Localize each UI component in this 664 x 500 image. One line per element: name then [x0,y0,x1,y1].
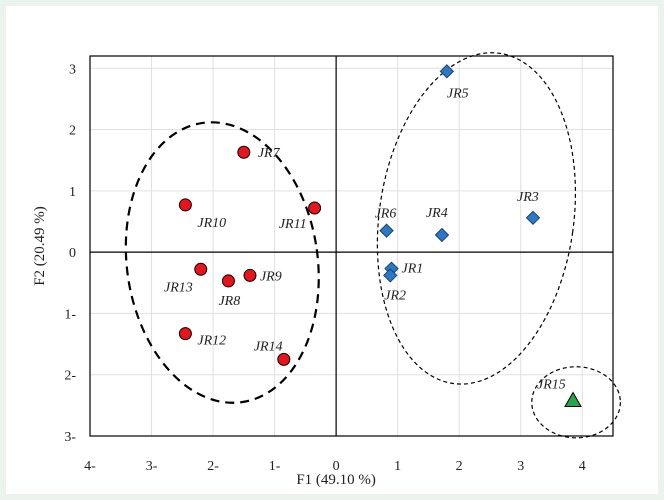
data-point-JR2 [383,268,398,283]
x-tick-label: 4- [84,459,96,474]
point-label-JR11: JR11 [279,217,307,232]
y-tick-label: 0 [69,246,76,261]
x-tick-label: 2- [207,459,219,474]
x-tick-label: 3 [517,459,524,474]
data-point-JR3 [525,210,541,226]
point-label-JR2: JR2 [384,288,406,303]
x-tick-label: 1 [394,459,401,474]
x-tick-label: 0 [333,459,340,474]
x-tick-label: 3- [146,459,158,474]
plot-frame [89,55,614,437]
point-label-JR3: JR3 [517,190,539,205]
y-tick-label: 3- [64,430,76,445]
data-point-JR12 [178,327,192,341]
data-point-JR13 [194,262,208,276]
data-point-JR5 [439,64,455,79]
cluster-ellipse-1 [124,121,320,404]
scatter-plot: 4- 3- 2- 1- 0 1 2 3 4 3 2 1 0 1- 2- 3- F1 (49.10 %) F2 (2… [32,52,621,488]
data-point-JR7 [237,145,251,159]
data-point-JR4 [434,227,450,243]
point-label-JR5: JR5 [447,86,469,101]
data-point-JR11 [308,201,322,215]
y-tick-label: 2 [69,124,76,139]
cluster-ellipse-3 [531,366,621,439]
chart-figure: 4- 3- 2- 1- 0 1 2 3 4 3 2 1 0 1- 2- 3- F1 (49.10 %) F2 (2… [6,6,658,494]
y-tick-label: 1 [69,185,76,200]
y-tick-label: 3 [69,62,76,77]
data-point-JR6 [379,223,394,238]
data-point-JR10 [178,198,192,212]
cluster-ellipse-2 [376,52,577,385]
x-axis-title: F1 (49.10 %) [296,472,376,488]
y-axis-title: F2 (20.49 %) [32,206,48,286]
point-label-JR1: JR1 [401,262,423,277]
data-point-JR14 [277,352,291,366]
data-point-JR9 [243,268,257,282]
y-tick-label: 1- [64,307,76,322]
point-label-JR10: JR10 [197,216,226,231]
point-label-JR9: JR9 [260,269,282,284]
data-point-JR8 [221,274,235,288]
y-tick-label: 2- [64,369,76,384]
point-label-JR4: JR4 [426,206,448,221]
data-point-JR15 [564,391,582,407]
point-label-JR12: JR12 [197,334,226,349]
x-tick-label: 4 [579,459,586,474]
point-label-JR14: JR14 [254,339,283,354]
x-tick-label: 1- [269,459,281,474]
point-label-JR13: JR13 [164,280,193,295]
point-label-JR15: JR15 [537,377,566,392]
point-label-JR6: JR6 [375,207,397,222]
point-label-JR7: JR7 [258,146,281,161]
x-tick-label: 2 [456,459,463,474]
point-label-JR8: JR8 [218,294,240,309]
